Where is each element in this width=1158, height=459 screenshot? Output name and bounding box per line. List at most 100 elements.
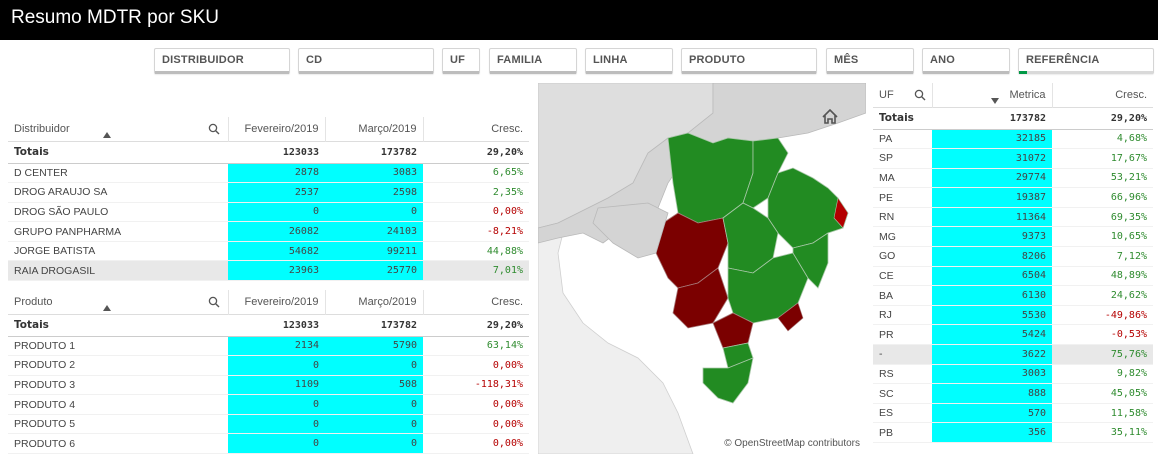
table-row[interactable]: DROG ARAUJO SA 2537 2598 2,35% [8, 182, 529, 203]
table-row[interactable]: GO 8206 7,12% [873, 246, 1153, 267]
table-row[interactable]: CE 6504 48,89% [873, 266, 1153, 286]
search-icon[interactable] [914, 89, 926, 101]
table-row[interactable]: PRODUTO 3 1109 508 -118,31% [8, 375, 529, 395]
row-label[interactable]: CE [879, 269, 894, 282]
table-row[interactable]: PRODUTO 1 2134 5790 63,14% [8, 336, 529, 356]
search-icon[interactable] [208, 123, 220, 135]
filter-produto[interactable]: PRODUTO [681, 48, 817, 74]
row-label[interactable]: GRUPO PANPHARMA [14, 225, 122, 238]
row-label[interactable]: GO [879, 250, 896, 263]
table-row[interactable]: RN 11364 69,35% [873, 207, 1153, 227]
cell-cresc: 24,62% [1110, 290, 1147, 302]
row-label[interactable]: - [873, 344, 932, 365]
column-header-cresc[interactable]: Cresc. [491, 122, 523, 135]
filter-cd[interactable]: CD [298, 48, 434, 74]
row-label[interactable]: PR [879, 328, 894, 341]
row-label[interactable]: MG [879, 230, 896, 243]
cell-cresc: -118,31% [474, 379, 523, 391]
cell-metrica: 3622 [932, 344, 1052, 365]
column-header-cresc[interactable]: Cresc. [1115, 88, 1147, 101]
row-label[interactable]: RN [879, 211, 895, 224]
filter-uf[interactable]: UF [442, 48, 480, 74]
table-row[interactable]: GRUPO PANPHARMA 26082 24103 -8,21% [8, 221, 529, 242]
table-row[interactable]: RAIA DROGASIL 23963 25770 7,01% [8, 260, 529, 281]
row-label[interactable]: RJ [879, 309, 892, 322]
cell-cresc: 17,67% [1110, 152, 1147, 164]
row-label[interactable]: PRODUTO 3 [14, 378, 76, 391]
filter-label: MÊS [834, 54, 859, 66]
column-header-marco[interactable]: Março/2019 [325, 290, 424, 314]
table-row[interactable]: SP 31072 17,67% [873, 148, 1153, 169]
totals-cresc: 29,20% [423, 141, 529, 164]
row-label[interactable]: PA [879, 132, 893, 145]
row-label[interactable]: PE [879, 191, 894, 204]
column-header-produto[interactable]: Produto [8, 290, 229, 314]
cell-marco: 0 [325, 202, 423, 222]
brazil-map[interactable]: © OpenStreetMap contributors [538, 83, 866, 454]
row-label[interactable]: PRODUTO 2 [14, 359, 76, 372]
row-label[interactable]: RAIA DROGASIL [8, 260, 228, 281]
table-row[interactable]: ES 570 11,58% [873, 403, 1153, 423]
filter-familia[interactable]: FAMILIA [489, 48, 577, 74]
totals-row: Totais 173782 29,20% [873, 107, 1153, 130]
column-header-metrica[interactable]: Metrica [932, 83, 1053, 107]
table-row[interactable]: RJ 5530 -49,86% [873, 305, 1153, 325]
row-label[interactable]: PRODUTO 4 [14, 398, 76, 411]
table-row[interactable]: D CENTER 2878 3083 6,65% [8, 163, 529, 183]
table-row[interactable]: PRODUTO 2 0 0 0,00% [8, 355, 529, 376]
totals-label: Totais [873, 107, 932, 130]
table-row[interactable]: SC 888 45,05% [873, 383, 1153, 404]
table-row[interactable]: JORGE BATISTA 54682 99211 44,88% [8, 241, 529, 261]
column-header-uf[interactable]: UF [873, 83, 933, 107]
table-row[interactable]: PR 5424 -0,53% [873, 324, 1153, 345]
page-title: Resumo MDTR por SKU [11, 7, 219, 28]
cell-marco: 0 [325, 433, 423, 454]
filter-linha[interactable]: LINHA [585, 48, 673, 74]
cell-cresc: 11,58% [1110, 407, 1147, 419]
filter-ano[interactable]: ANO [922, 48, 1010, 74]
table-row[interactable]: DROG SÃO PAULO 0 0 0,00% [8, 202, 529, 222]
row-label[interactable]: PB [879, 426, 894, 439]
column-header-fevereiro[interactable]: Fevereiro/2019 [228, 117, 326, 141]
row-label[interactable]: PRODUTO 1 [14, 339, 76, 352]
row-label[interactable]: RS [879, 367, 894, 380]
column-header-marco[interactable]: Março/2019 [325, 117, 424, 141]
filter-label: REFERÊNCIA [1026, 54, 1100, 66]
row-label[interactable]: PRODUTO 6 [14, 437, 76, 450]
table-row[interactable]: PA 32185 4,68% [873, 129, 1153, 149]
table-row[interactable]: MA 29774 53,21% [873, 168, 1153, 188]
row-label[interactable]: ES [879, 407, 894, 420]
map-attribution[interactable]: © OpenStreetMap contributors [724, 438, 860, 449]
cell-marco: 99211 [325, 241, 423, 261]
table-row[interactable]: PRODUTO 6 0 0 0,00% [8, 433, 529, 454]
row-label[interactable]: SC [879, 387, 894, 400]
table-row[interactable]: PRODUTO 4 0 0 0,00% [8, 394, 529, 415]
table-row[interactable]: PRODUTO 5 0 0 0,00% [8, 414, 529, 434]
row-label[interactable]: D CENTER [14, 166, 68, 179]
row-label[interactable]: JORGE BATISTA [14, 245, 96, 258]
filter-referencia[interactable]: REFERÊNCIA [1018, 48, 1154, 74]
home-icon[interactable] [822, 109, 838, 124]
row-label[interactable]: PRODUTO 5 [14, 418, 76, 431]
row-label[interactable]: SP [879, 152, 894, 165]
row-label[interactable]: BA [879, 289, 894, 302]
filter-distribuidor[interactable]: DISTRIBUIDOR [154, 48, 290, 74]
column-header-fevereiro[interactable]: Fevereiro/2019 [228, 290, 326, 314]
filter-mes[interactable]: MÊS [826, 48, 914, 74]
table-row[interactable]: RS 3003 9,82% [873, 364, 1153, 384]
column-header-distribuidor[interactable]: Distribuidor [8, 117, 229, 141]
table-row[interactable]: BA 6130 24,62% [873, 285, 1153, 306]
table-row[interactable]: PE 19387 66,96% [873, 187, 1153, 208]
table-row[interactable]: PB 356 35,11% [873, 422, 1153, 443]
row-label[interactable]: MA [879, 171, 895, 184]
row-label[interactable]: DROG SÃO PAULO [14, 205, 109, 218]
filter-label: UF [450, 54, 466, 66]
cell-fevereiro: 54682 [228, 241, 325, 261]
column-header-cresc[interactable]: Cresc. [491, 295, 523, 308]
row-label[interactable]: DROG ARAUJO SA [14, 186, 108, 199]
table-row[interactable]: -3622 75,76% [873, 344, 1153, 365]
cell-cresc: -0,53% [1110, 329, 1147, 341]
table-row[interactable]: MG 9373 10,65% [873, 226, 1153, 247]
search-icon[interactable] [208, 296, 220, 308]
map-canvas[interactable] [538, 83, 866, 454]
